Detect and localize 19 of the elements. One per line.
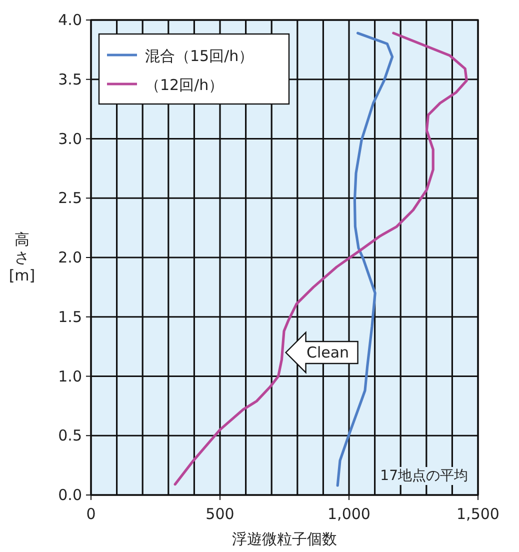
annotation: 17地点の平均 (380, 468, 468, 484)
y-tick-label: 3.5 (58, 70, 82, 88)
x-tick-label: 1,500 (456, 505, 500, 523)
y-tick-label: 1.0 (58, 367, 82, 386)
y-tick-label: 4.0 (58, 11, 82, 29)
legend-label: （12回/h） (145, 76, 224, 94)
x-tick-label: 0 (86, 505, 96, 523)
y-tick-label: 2.0 (58, 248, 82, 266)
y-tick-label: 0.0 (58, 486, 82, 504)
legend-label: 混合（15回/h） (145, 47, 254, 65)
x-axis-title: 浮遊微粒子個数 (232, 530, 337, 548)
y-tick-label: 2.5 (58, 189, 82, 208)
y-tick-label: 0.5 (58, 426, 82, 445)
y-axis-title: 高さ [m] (8, 230, 36, 284)
y-tick-label: 3.0 (58, 130, 82, 148)
x-tick-label: 1,000 (328, 505, 370, 523)
x-tick-label: 500 (206, 505, 234, 523)
annotation: Clean (306, 344, 350, 362)
y-tick-label: 1.5 (58, 308, 82, 326)
